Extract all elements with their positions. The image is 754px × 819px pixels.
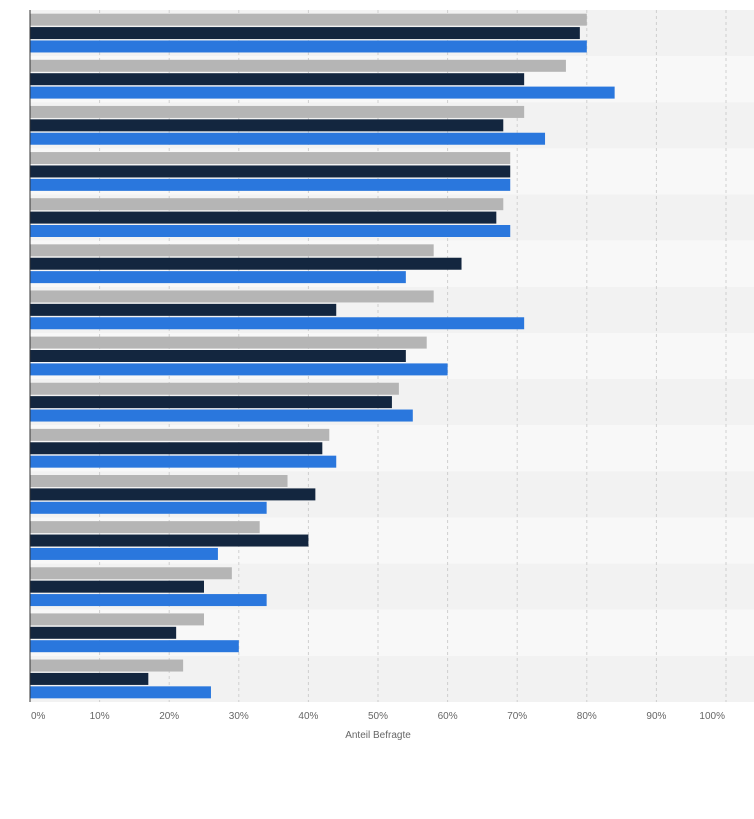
- bar: [30, 13, 587, 26]
- bar: [30, 455, 337, 468]
- bar: [30, 534, 309, 547]
- bar: [30, 317, 525, 330]
- bar: [30, 488, 316, 501]
- bar: [30, 659, 184, 672]
- bar: [30, 442, 323, 455]
- bar: [30, 580, 204, 593]
- bar: [30, 152, 511, 165]
- bar: [30, 501, 267, 514]
- x-tick-label: 0%: [31, 711, 46, 722]
- x-tick-label: 60%: [438, 711, 458, 722]
- x-axis: 0% 10% 20% 30% 40% 50% 60% 70% 80% 90% 100%: [29, 10, 725, 722]
- bar: [30, 211, 497, 224]
- bar: [30, 290, 434, 303]
- bar: [30, 119, 504, 132]
- bar: [30, 336, 427, 349]
- x-tick-label: 80%: [577, 711, 597, 722]
- bar: [30, 672, 149, 685]
- x-tick-label: 50%: [368, 711, 388, 722]
- bar: [30, 475, 288, 487]
- bar: [30, 686, 211, 699]
- bar: [30, 225, 511, 237]
- x-axis-title: Anteil Befragte: [345, 730, 411, 741]
- bar: [30, 640, 239, 653]
- bar: [30, 363, 448, 376]
- bar: [30, 428, 330, 441]
- bar: [30, 27, 580, 40]
- bar: [30, 198, 504, 211]
- bar: [30, 86, 615, 99]
- bar: [30, 165, 511, 178]
- bar: [30, 594, 267, 607]
- bar: [30, 257, 462, 270]
- bar: [30, 244, 434, 257]
- bar: [30, 626, 177, 639]
- bar: [30, 396, 392, 409]
- x-tick-label: 100%: [699, 711, 725, 722]
- bar: [30, 303, 337, 316]
- x-tick-label: 40%: [298, 711, 318, 722]
- bar: [30, 40, 587, 53]
- bar: [30, 521, 260, 534]
- x-tick-label: 10%: [90, 711, 110, 722]
- bar: [30, 547, 218, 560]
- bar: [30, 59, 566, 72]
- bar: [30, 567, 232, 580]
- bar: [30, 132, 546, 145]
- x-tick-label: 20%: [159, 711, 179, 722]
- x-tick-label: 90%: [646, 711, 666, 722]
- bar: [30, 73, 525, 86]
- bar: [30, 350, 406, 362]
- bar: [30, 409, 413, 422]
- bar: [30, 178, 511, 191]
- bar: [30, 382, 399, 395]
- x-tick-label: 30%: [229, 711, 249, 722]
- bar: [30, 271, 406, 284]
- bar: [30, 105, 525, 118]
- bar: [30, 613, 204, 626]
- bars: [30, 13, 615, 699]
- x-tick-label: 70%: [507, 711, 527, 722]
